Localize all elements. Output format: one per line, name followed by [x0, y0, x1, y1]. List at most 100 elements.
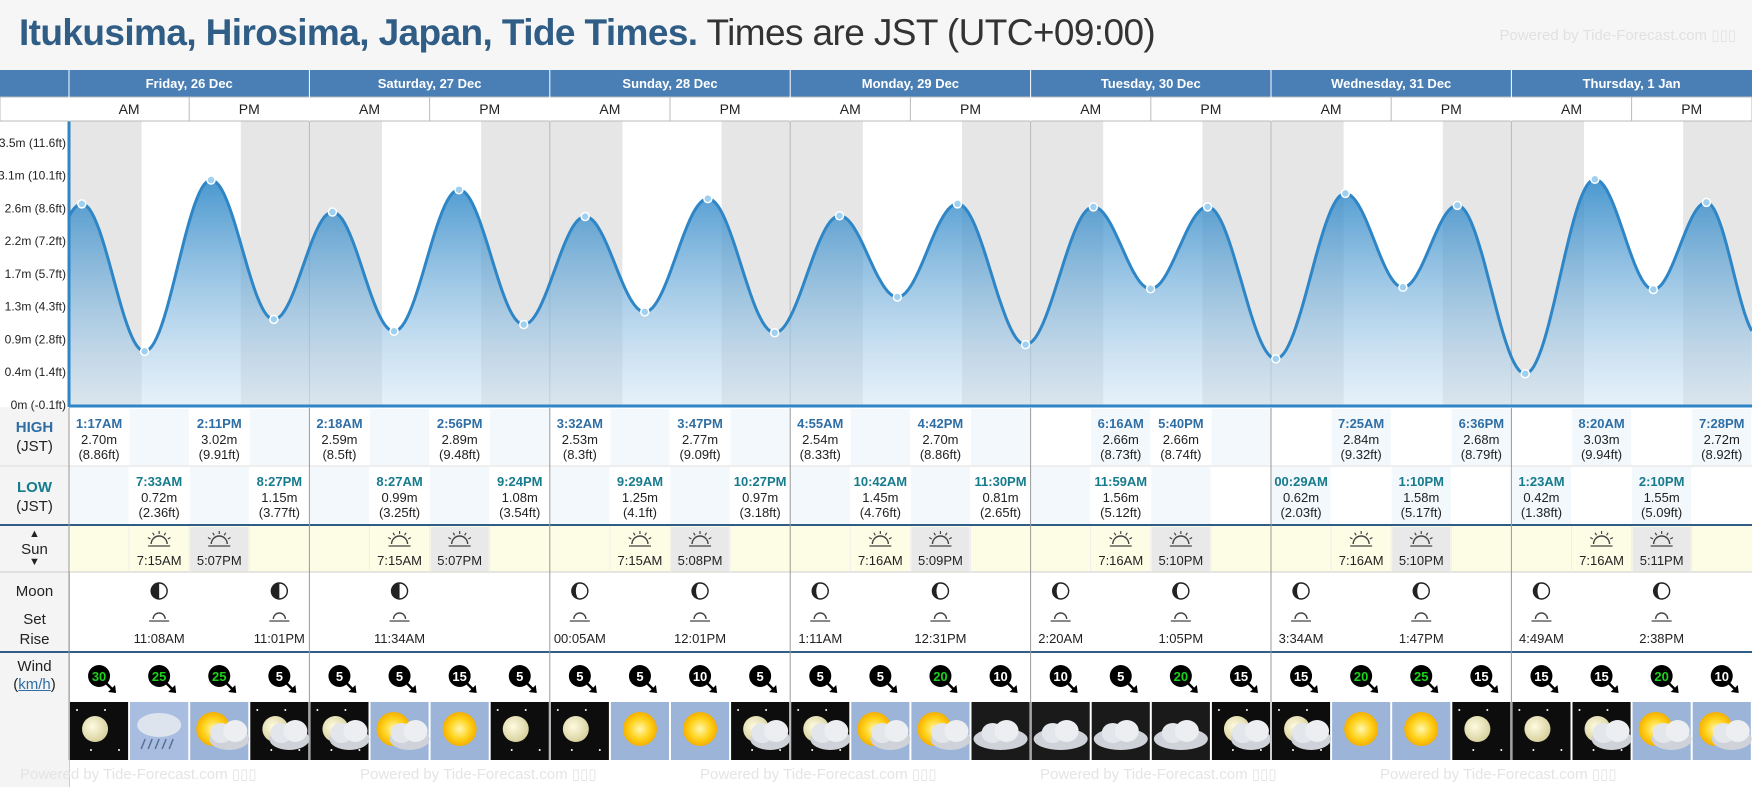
tide-line [67, 177, 1752, 376]
low-tide-time: 8:27PM [257, 474, 303, 489]
sun-ray [1594, 532, 1598, 536]
tide-point [769, 327, 780, 338]
high-tide-feet: (8.33ft) [800, 447, 841, 462]
moon-shadow [1293, 583, 1302, 599]
sunset-icon [1650, 531, 1674, 547]
low-cell [1511, 467, 1571, 524]
sun-ray [1365, 532, 1369, 536]
pm-label: PM [479, 101, 500, 117]
wind-arrow-head [108, 685, 117, 693]
wind-arrow-head [528, 685, 537, 693]
tide-point [1648, 284, 1659, 295]
star-icon [298, 749, 301, 751]
wind-speed: 5 [1117, 669, 1124, 684]
sun-ray [1189, 536, 1193, 540]
sun-ray [167, 536, 171, 540]
low-label: LOW [17, 479, 52, 496]
sunrise-time: 7:15AM [377, 553, 422, 568]
low-cell [309, 467, 369, 524]
high-cell [1331, 409, 1391, 465]
tide-point [1590, 174, 1600, 185]
wind-speed: 5 [877, 669, 884, 684]
moonrise-icon [693, 612, 707, 620]
low-cell [1572, 467, 1632, 524]
pm-label: PM [1200, 101, 1221, 117]
wind-speed: 15 [1534, 669, 1548, 684]
sun-ray [152, 532, 155, 536]
cloud-icon [343, 720, 368, 742]
sunset-arrow-icon: ▼ [29, 556, 40, 568]
sun-ray [944, 532, 948, 536]
wind-arrow-head [348, 685, 357, 693]
high-cell [610, 409, 670, 465]
sun-arc [1412, 535, 1430, 545]
high-cell [129, 409, 189, 465]
moon-icon [82, 716, 109, 742]
star-icon [751, 749, 754, 751]
star-icon [797, 709, 800, 711]
moon-shadow [932, 583, 941, 599]
high-tide-meters: 2.66m [1103, 432, 1139, 447]
wind-speed: 10 [993, 669, 1007, 684]
high-cell [670, 409, 730, 465]
moonrise-time: 1:05PM [1158, 631, 1203, 646]
low-cell [249, 467, 309, 524]
wind-speed: 15 [1474, 669, 1488, 684]
wind-speed-badge [929, 665, 952, 687]
wind-speed-badge [328, 665, 351, 687]
low-tide-time: 10:42AM [854, 474, 907, 489]
sun-arc [210, 535, 228, 545]
moon-shadow [1172, 583, 1181, 599]
wind-speed: 5 [636, 669, 643, 684]
star-icon [1217, 709, 1220, 711]
sunset-cell [1632, 527, 1691, 571]
powered-by-watermark: Powered by Tide-Forecast.com ▯▯▯ [700, 766, 937, 783]
wind-speed-badge [989, 665, 1012, 687]
sun-icon [683, 712, 718, 746]
low-tide-meters: 0.99m [381, 490, 417, 505]
high-tide-feet: (9.32ft) [1341, 447, 1382, 462]
high-tide-meters: 2.70m [81, 432, 117, 447]
location-title: Itukusima, Hirosima, Japan, Tide Times. [19, 12, 698, 53]
wind-speed: 25 [1414, 669, 1428, 684]
wind-arrow-head [1370, 685, 1379, 693]
day-label: Monday, 29 Dec [862, 76, 959, 91]
tide-point [1088, 202, 1099, 212]
wind-arrow-head [949, 685, 958, 693]
sun-ray [948, 536, 953, 540]
cloud-icon [403, 720, 428, 742]
low-cell [1391, 467, 1451, 524]
wind-speed: 15 [452, 669, 466, 684]
star-icon [256, 709, 259, 711]
wind-speed: 10 [693, 669, 707, 684]
cloud-icon [764, 720, 789, 742]
moonset-icon [573, 612, 587, 620]
sun-ray [704, 532, 708, 536]
wind-unit-link[interactable]: km/h [18, 676, 51, 693]
sunset-icon [207, 531, 231, 547]
high-cell [1511, 409, 1571, 465]
high-tide-time: 3:47PM [677, 416, 723, 431]
wind-arrow-head [1129, 685, 1138, 693]
sun-arc [1592, 535, 1611, 545]
high-cell [790, 409, 850, 465]
moon-icon [562, 716, 589, 742]
tide-point [519, 319, 529, 330]
high-tide-meters: 2.84m [1343, 432, 1379, 447]
cloud-icon [283, 720, 308, 742]
wind-arrow-head [769, 685, 778, 693]
star-icon [1306, 709, 1308, 711]
ampm-header-band [0, 96, 1752, 122]
high-cell [730, 409, 790, 465]
wind-arrow-head [1310, 685, 1319, 693]
moonset-time: 1:11AM [798, 631, 842, 646]
moonset-time: 4:49AM [1519, 631, 1564, 646]
high-tide-meters: 2.72m [1704, 432, 1740, 447]
cloud-icon [1605, 720, 1630, 742]
high-jst-label: (JST) [16, 438, 53, 455]
raindrop-icon [161, 738, 167, 750]
high-tide-feet: (8.5ft) [322, 447, 356, 462]
wind-speed: 25 [212, 669, 226, 684]
y-tick-label: 2.2m (7.2ft) [5, 234, 66, 248]
wind-speed-badge [148, 665, 171, 687]
